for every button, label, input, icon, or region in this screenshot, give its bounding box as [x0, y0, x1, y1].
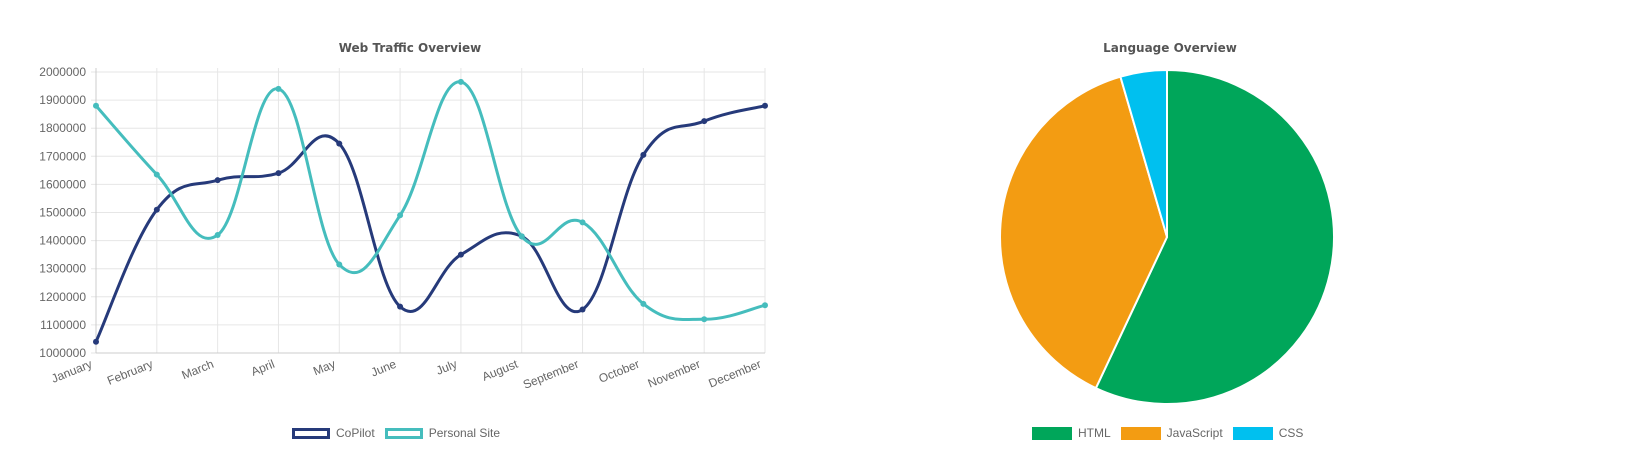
data-point-personal-site[interactable] [93, 102, 99, 109]
x-tick-label: April [249, 357, 277, 379]
traffic-legend: CoPilot Personal Site [292, 426, 500, 440]
x-tick-label: June [369, 357, 399, 380]
legend-label-copilot: CoPilot [336, 426, 375, 440]
x-tick-label: December [707, 357, 764, 391]
data-point-personal-site[interactable] [336, 261, 343, 268]
pie-slice-javascript[interactable] [1000, 75, 1169, 390]
y-tick-label: 2000000 [39, 65, 86, 79]
language-chart-title: Language Overview [1103, 41, 1237, 55]
data-point-copilot[interactable] [457, 251, 464, 258]
data-point-personal-site[interactable] [397, 212, 404, 219]
data-point-copilot[interactable] [275, 170, 282, 177]
y-tick-label: 1100000 [40, 318, 86, 332]
legend-swatch-html [1032, 426, 1072, 440]
pie-slice-css[interactable] [1119, 68, 1168, 238]
x-tick-label: August [480, 357, 521, 384]
data-point-personal-site[interactable] [214, 231, 221, 238]
language-legend: HTML JavaScript CSS [1032, 426, 1303, 440]
x-tick-label: February [105, 357, 155, 388]
data-point-copilot[interactable] [640, 151, 647, 158]
data-point-personal-site[interactable] [153, 171, 160, 178]
x-tick-label: May [311, 357, 337, 378]
language-chart-panel: Language Overview HTML JavaScript CSS [1000, 0, 1480, 472]
traffic-chart-panel: Web Traffic Overview 1000000 1100000 12000… [39, 41, 768, 440]
legend-swatch-css [1232, 426, 1273, 440]
data-point-copilot[interactable] [214, 177, 221, 184]
data-point-copilot[interactable] [397, 303, 404, 310]
legend-item-javascript[interactable]: JavaScript [1120, 426, 1223, 440]
legend-label-javascript: JavaScript [1166, 426, 1223, 440]
y-tick-label: 1400000 [39, 234, 86, 248]
traffic-chart-title: Web Traffic Overview [338, 41, 482, 55]
legend-swatch-javascript [1120, 426, 1161, 440]
x-tick-label: July [434, 357, 459, 378]
data-point-personal-site[interactable] [518, 233, 525, 240]
data-point-copilot[interactable] [153, 206, 160, 213]
data-point-personal-site[interactable] [579, 219, 586, 226]
data-point-personal-site[interactable] [275, 85, 282, 92]
data-point-personal-site[interactable] [640, 300, 647, 307]
data-point-personal-site[interactable] [457, 78, 464, 85]
data-point-personal-site[interactable] [701, 316, 708, 323]
legend-item-copilot[interactable]: CoPilot [292, 426, 375, 440]
x-tick-label: November [646, 357, 703, 391]
legend-item-personal-site[interactable]: Personal Site [384, 426, 501, 440]
y-tick-label: 1500000 [39, 206, 86, 220]
data-point-personal-site[interactable] [762, 302, 768, 309]
y-tick-label: 1800000 [39, 121, 86, 135]
data-point-copilot[interactable] [336, 140, 343, 147]
data-point-copilot[interactable] [579, 306, 586, 313]
x-tick-label: March [180, 357, 216, 382]
y-tick-label: 1300000 [39, 262, 86, 276]
y-tick-label: 1700000 [39, 149, 86, 163]
legend-swatch-copilot [292, 427, 330, 439]
pie-slice-html[interactable] [1094, 68, 1335, 405]
legend-label-personal-site: Personal Site [428, 426, 501, 440]
y-tick-label: 1600000 [39, 177, 86, 191]
x-tick-label: October [597, 357, 642, 386]
data-point-copilot[interactable] [701, 118, 708, 125]
series-line-personal-site [94, 80, 766, 321]
language-pie-chart [1000, 68, 1335, 405]
legend-label-html: HTML [1078, 426, 1111, 440]
x-tick-label: January [49, 357, 94, 386]
data-point-copilot[interactable] [93, 338, 99, 345]
legend-label-css: CSS [1278, 426, 1304, 440]
legend-item-html[interactable]: HTML [1032, 426, 1111, 440]
y-tick-label: 1900000 [39, 93, 86, 107]
traffic-line-chart: 1000000 1100000 1200000 1300000 1400000 15000… [39, 65, 768, 392]
legend-swatch-personal-site [384, 427, 423, 439]
x-tick-label: September [521, 357, 581, 392]
y-tick-label: 1200000 [39, 290, 86, 304]
series-line-copilot [94, 104, 766, 343]
legend-item-css[interactable]: CSS [1232, 426, 1304, 440]
data-point-copilot[interactable] [762, 102, 768, 109]
y-tick-label: 1000000 [39, 346, 86, 360]
